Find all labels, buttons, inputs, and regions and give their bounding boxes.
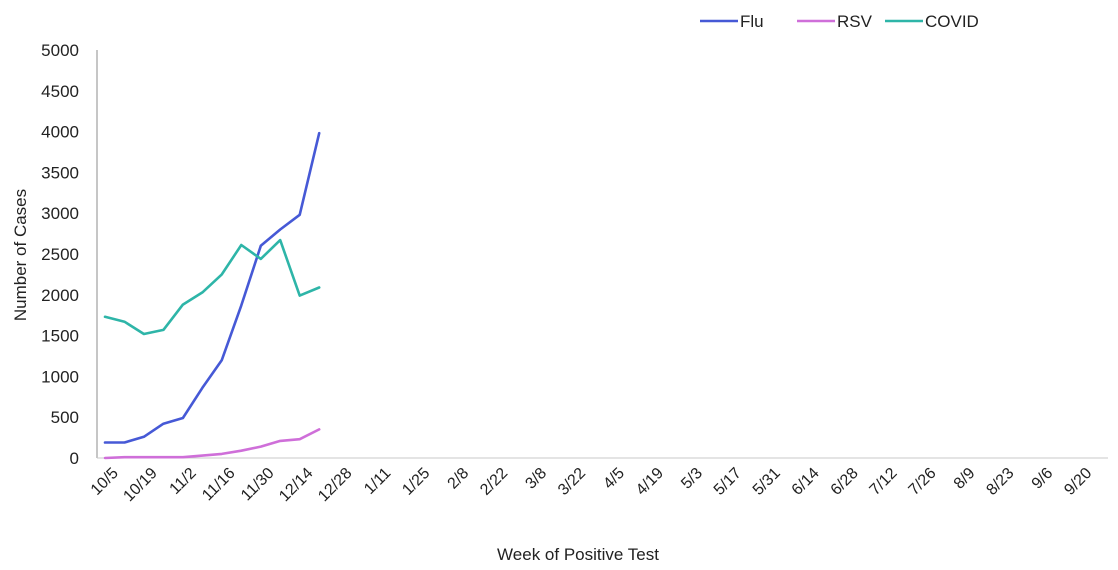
legend: Flu RSV COVID: [700, 12, 979, 31]
x-tick-label: 12/28: [315, 465, 355, 505]
y-tick-label: 1500: [41, 327, 79, 346]
y-axis: 0 500 1000 1500 2000 2500 3000 3500 4000 4500 5000: [41, 41, 98, 468]
x-tick-label: 2/22: [477, 465, 511, 499]
y-tick-label: 2000: [41, 286, 79, 305]
x-tick-label: 1/11: [361, 465, 394, 498]
x-tick-label: 3/8: [522, 465, 550, 493]
y-tick-label: 3000: [41, 204, 79, 223]
y-tick-label: 1000: [41, 367, 79, 386]
x-tick-label: 9/20: [1061, 465, 1095, 499]
y-tick-label: 3500: [41, 163, 79, 182]
x-tick-label: 4/19: [633, 465, 667, 499]
x-tick-label: 10/5: [88, 465, 122, 499]
y-tick-label: 4000: [41, 123, 79, 142]
y-tick-label: 2500: [41, 245, 79, 264]
legend-label-covid: COVID: [925, 12, 979, 31]
y-tick-label: 500: [51, 408, 79, 427]
x-tick-label: 11/30: [238, 465, 278, 505]
x-tick-label: 5/3: [678, 465, 706, 493]
x-tick-label: 9/6: [1029, 465, 1057, 493]
x-tick-label: 6/28: [828, 465, 862, 499]
series-line-rsv: [103, 428, 321, 460]
x-tick-label: 11/2: [167, 465, 200, 498]
series-layer: [103, 131, 321, 460]
y-tick-label: 5000: [41, 41, 79, 60]
x-tick-label: 8/9: [951, 465, 979, 493]
series-line-covid: [103, 238, 321, 336]
x-tick-label: 6/14: [789, 465, 823, 499]
x-tick-label: 7/26: [906, 465, 940, 499]
x-tick-label: 11/16: [199, 465, 239, 505]
series-line-flu: [103, 131, 321, 444]
x-tick-label: 10/19: [120, 465, 160, 505]
x-tick-label: 1/25: [399, 465, 433, 499]
x-tick-label: 8/23: [983, 465, 1017, 499]
x-tick-label: 12/14: [276, 465, 316, 505]
y-axis-title: Number of Cases: [11, 189, 30, 321]
x-tick-label: 3/22: [555, 465, 589, 499]
x-axis-title: Week of Positive Test: [497, 545, 659, 564]
legend-label-flu: Flu: [740, 12, 764, 31]
y-tick-label: 0: [70, 449, 79, 468]
x-tick-label: 7/12: [867, 465, 901, 499]
x-tick-label: 5/17: [711, 465, 745, 499]
x-tick-label: 5/31: [750, 465, 784, 499]
x-tick-label: 4/5: [600, 465, 628, 493]
x-tick-label: 2/8: [445, 465, 473, 493]
legend-label-rsv: RSV: [837, 12, 873, 31]
y-tick-label: 4500: [41, 82, 79, 101]
